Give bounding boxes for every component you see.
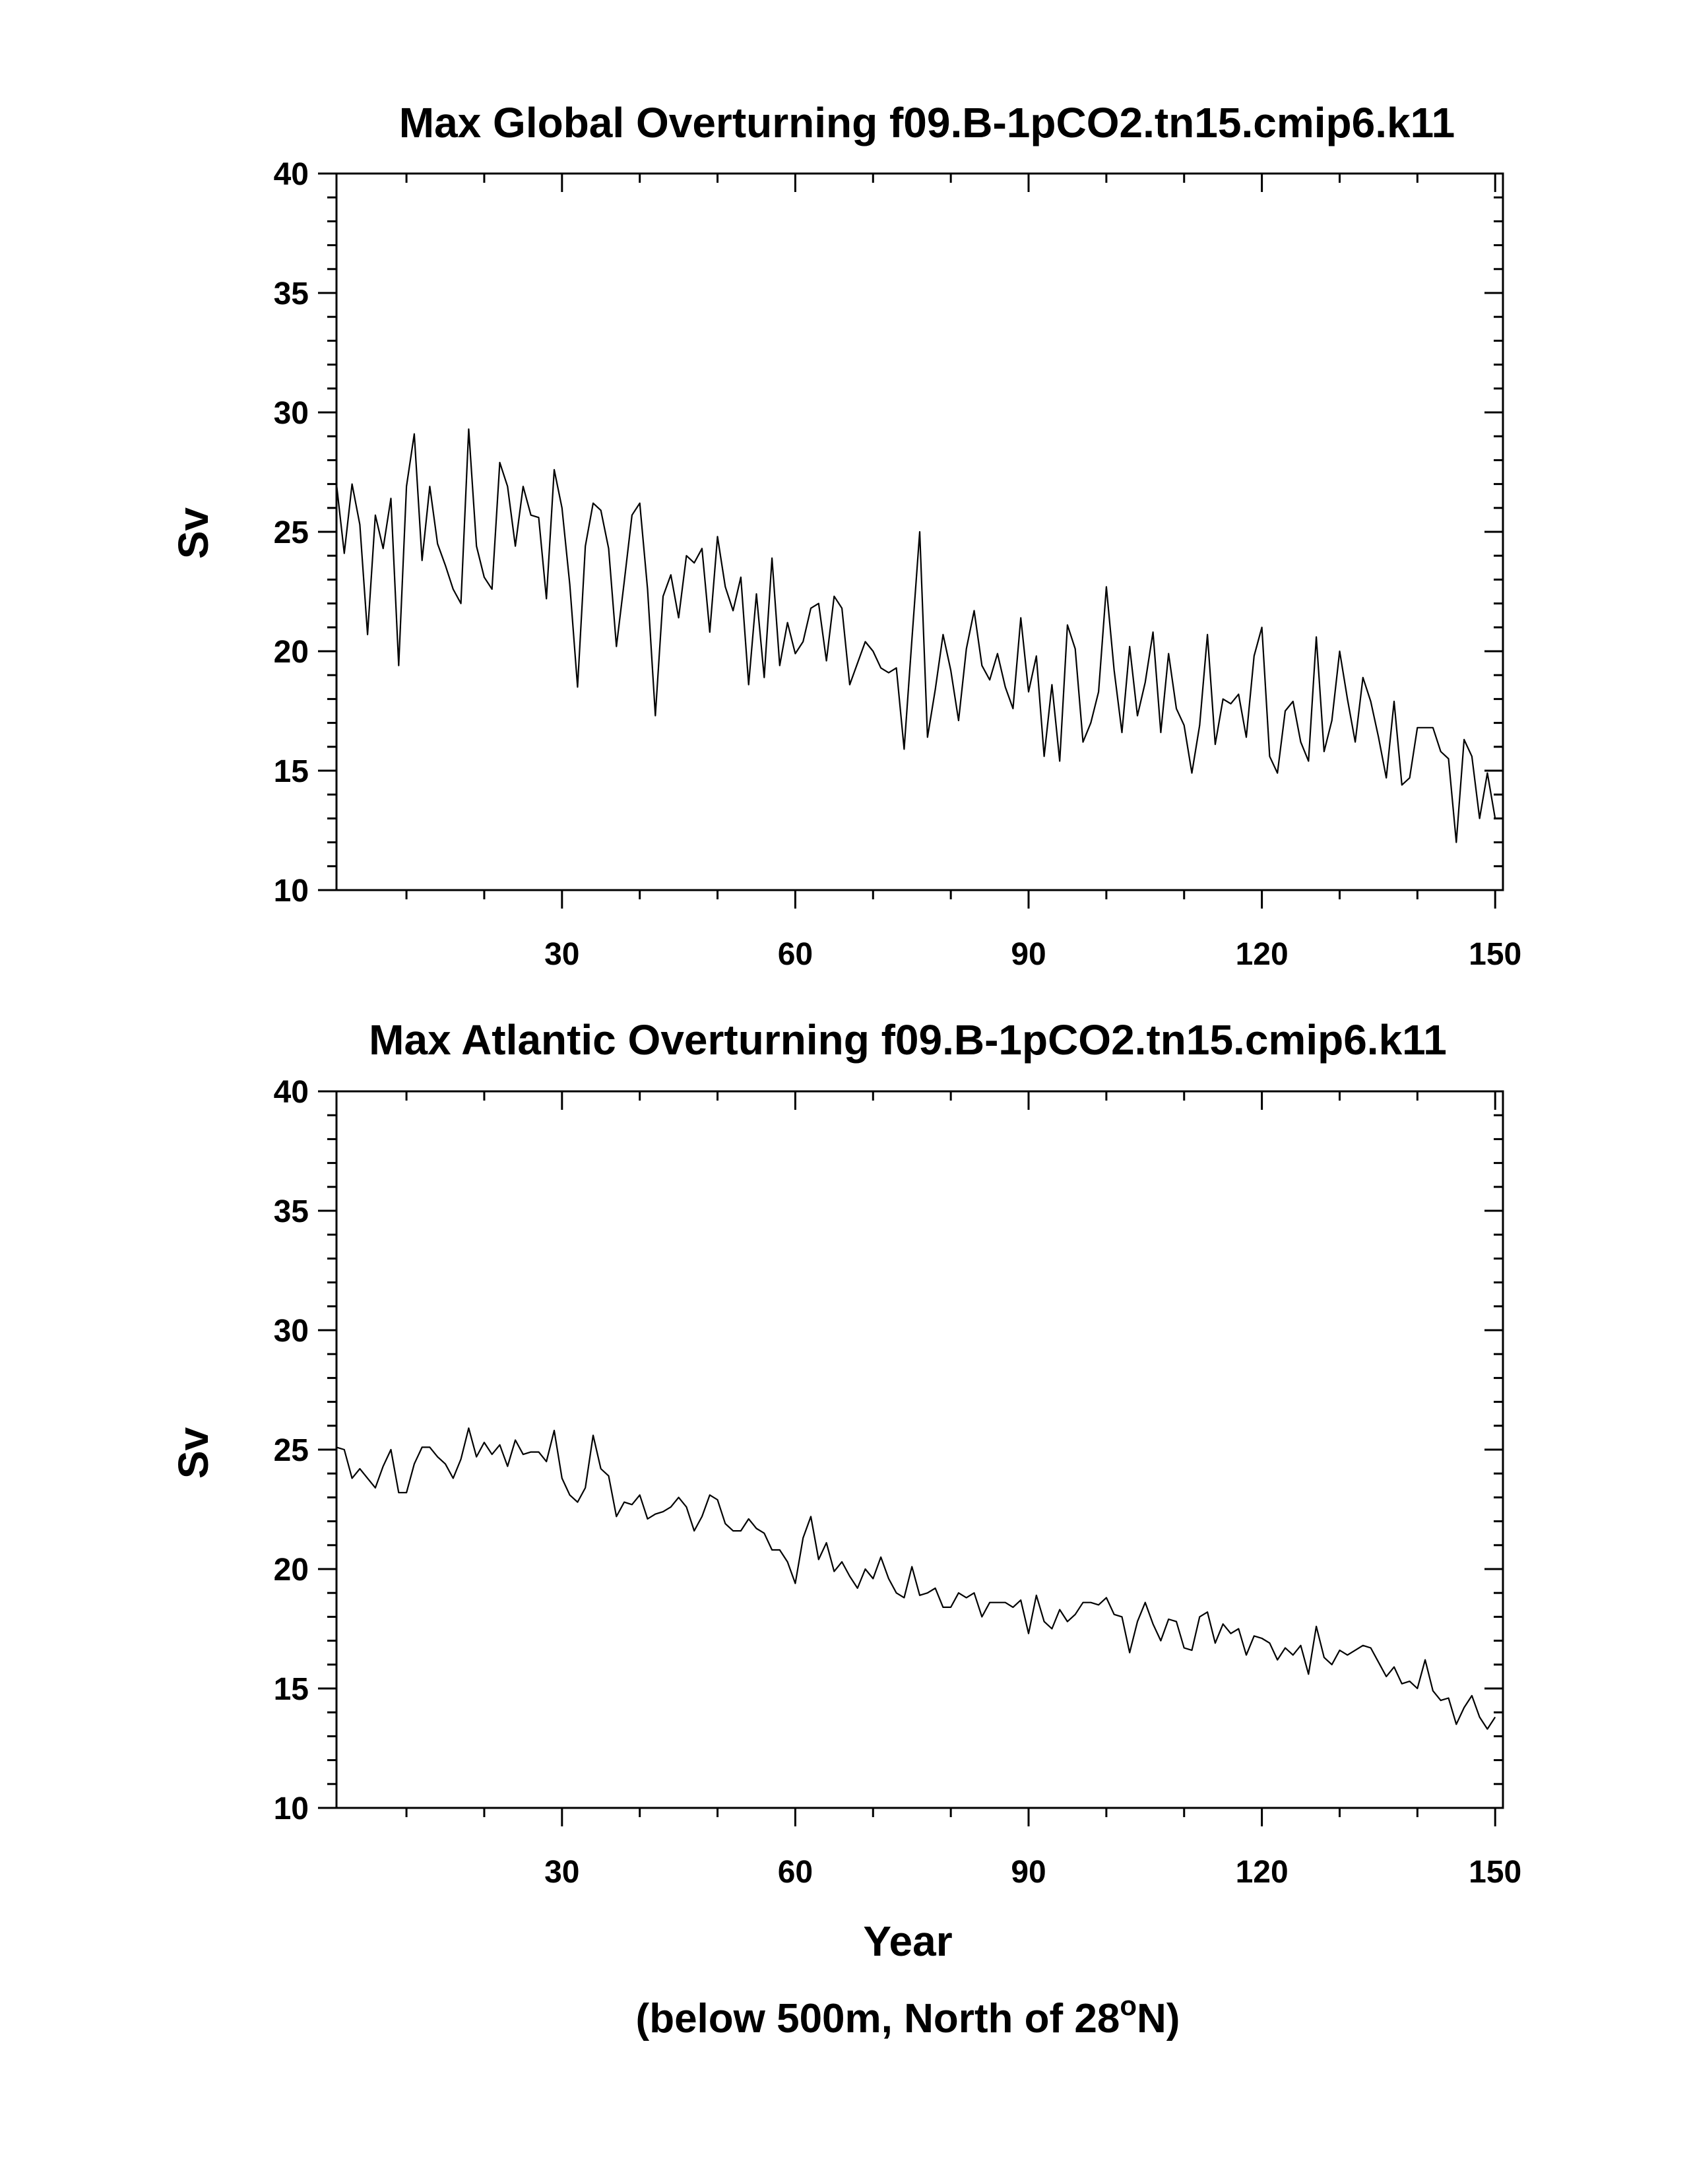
x-tick-label: 120 — [1236, 937, 1289, 972]
y-tick-label: 15 — [274, 754, 309, 789]
plot-frame — [335, 1090, 1504, 1809]
plot-frame — [335, 172, 1504, 891]
x-tick-label: 30 — [544, 937, 579, 972]
x-tick-label: 90 — [1011, 1855, 1046, 1890]
series-line — [336, 1427, 1496, 1730]
y-tick-label: 15 — [274, 1672, 309, 1707]
y-tick-label: 20 — [274, 635, 309, 670]
y-axis-label: Sv — [170, 507, 217, 559]
y-tick-label: 10 — [274, 874, 309, 909]
x-tick-label: 150 — [1469, 937, 1521, 972]
y-tick-label: 25 — [274, 515, 309, 550]
series-line — [335, 428, 1496, 843]
x-tick-label: 90 — [1011, 937, 1046, 972]
y-axis-label: Sv — [170, 1427, 217, 1479]
footnote: (below 500m, North of 28oN) — [636, 1990, 1180, 2041]
axis-ticks — [318, 172, 1503, 909]
y-tick-labels: 10 15 20 25 30 35 40 — [274, 157, 309, 909]
axis-ticks — [318, 1090, 1503, 1826]
atlantic-overturning-panel: Max Atlantic Overturning f09.B-1pCO2.tn1… — [170, 1016, 1521, 1965]
chart-title: Max Atlantic Overturning f09.B-1pCO2.tn1… — [369, 1016, 1447, 1064]
x-tick-label: 60 — [778, 1855, 813, 1890]
y-tick-label: 25 — [274, 1433, 309, 1468]
y-tick-label: 30 — [274, 1314, 309, 1349]
footnote-end: N) — [1137, 1996, 1180, 2041]
footnote-main: (below 500m, North of 28 — [636, 1996, 1120, 2041]
y-tick-label: 10 — [274, 1791, 309, 1826]
y-tick-label: 35 — [274, 1194, 309, 1229]
x-tick-label: 30 — [544, 1855, 579, 1890]
x-axis-label: Year — [863, 1917, 952, 1965]
y-tick-label: 35 — [274, 276, 309, 311]
x-tick-labels: 30 60 90 120 150 — [544, 937, 1521, 972]
footnote-degree: o — [1120, 1990, 1137, 2021]
x-tick-label: 150 — [1469, 1855, 1521, 1890]
y-tick-label: 40 — [274, 1075, 309, 1110]
global-overturning-panel: Max Global Overturning f09.B-1pCO2.tn15.… — [170, 99, 1521, 972]
x-tick-label: 120 — [1236, 1855, 1289, 1890]
x-tick-labels: 30 60 90 120 150 — [544, 1855, 1521, 1890]
x-tick-label: 60 — [778, 937, 813, 972]
y-tick-label: 20 — [274, 1553, 309, 1588]
y-tick-label: 40 — [274, 157, 309, 192]
chart-title: Max Global Overturning f09.B-1pCO2.tn15.… — [399, 99, 1455, 146]
y-tick-label: 30 — [274, 396, 309, 431]
y-tick-labels: 10 15 20 25 30 35 40 — [274, 1075, 309, 1826]
